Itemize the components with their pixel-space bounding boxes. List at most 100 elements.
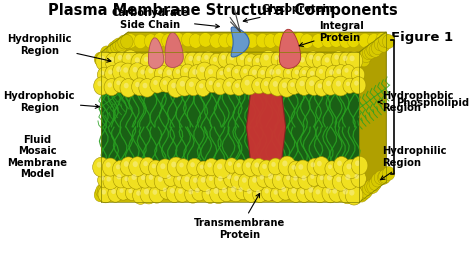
Circle shape [98, 186, 113, 203]
Circle shape [339, 51, 356, 70]
Circle shape [286, 175, 291, 180]
Circle shape [226, 81, 231, 87]
Circle shape [185, 77, 201, 96]
Circle shape [98, 184, 110, 198]
Circle shape [173, 66, 187, 81]
Polygon shape [165, 33, 183, 68]
Circle shape [207, 162, 212, 168]
Circle shape [255, 81, 259, 86]
Circle shape [252, 177, 257, 183]
Circle shape [160, 77, 173, 92]
Circle shape [218, 176, 223, 181]
Circle shape [145, 171, 160, 188]
Circle shape [224, 170, 238, 187]
Circle shape [260, 70, 264, 75]
Circle shape [133, 161, 138, 167]
Circle shape [325, 57, 329, 63]
Circle shape [144, 57, 148, 62]
Text: Hydrophilic
Region: Hydrophilic Region [7, 34, 111, 62]
Circle shape [243, 185, 259, 202]
Circle shape [332, 76, 349, 96]
Circle shape [100, 71, 104, 75]
Circle shape [166, 53, 182, 71]
Circle shape [354, 80, 359, 86]
Circle shape [307, 171, 321, 186]
Circle shape [185, 52, 201, 70]
Circle shape [171, 162, 176, 168]
Circle shape [316, 65, 330, 81]
Circle shape [175, 51, 191, 68]
Text: Hydrophobic
Region: Hydrophobic Region [3, 91, 99, 113]
Circle shape [195, 188, 200, 193]
Circle shape [217, 163, 222, 169]
Circle shape [124, 34, 137, 48]
Circle shape [260, 50, 277, 70]
Circle shape [287, 79, 301, 94]
Circle shape [276, 69, 281, 75]
Circle shape [259, 160, 274, 177]
Circle shape [301, 175, 306, 181]
Circle shape [341, 65, 355, 80]
Circle shape [371, 173, 384, 187]
Circle shape [265, 65, 283, 84]
Circle shape [282, 161, 288, 167]
Circle shape [327, 175, 332, 180]
Circle shape [98, 51, 110, 65]
Circle shape [177, 176, 181, 181]
Circle shape [256, 33, 269, 48]
Circle shape [273, 33, 286, 47]
Circle shape [131, 53, 148, 72]
Circle shape [170, 58, 175, 63]
Text: Figure 1: Figure 1 [391, 31, 453, 43]
Circle shape [264, 189, 269, 194]
Circle shape [94, 52, 107, 66]
Circle shape [243, 69, 247, 74]
Circle shape [257, 66, 272, 83]
Circle shape [345, 185, 363, 205]
Circle shape [238, 173, 255, 191]
Circle shape [100, 180, 113, 194]
Circle shape [273, 190, 278, 195]
Circle shape [256, 190, 260, 195]
Circle shape [155, 65, 170, 82]
Circle shape [179, 162, 184, 168]
Circle shape [187, 158, 202, 176]
Circle shape [137, 66, 152, 83]
Circle shape [226, 51, 241, 68]
Circle shape [248, 173, 265, 192]
Circle shape [274, 55, 279, 60]
Circle shape [261, 185, 276, 201]
Circle shape [163, 187, 167, 192]
Circle shape [204, 159, 219, 176]
Circle shape [216, 82, 220, 87]
Circle shape [332, 172, 349, 191]
Circle shape [292, 188, 296, 194]
Circle shape [232, 79, 246, 96]
Circle shape [291, 55, 295, 60]
Circle shape [262, 164, 267, 169]
Circle shape [376, 32, 389, 47]
Circle shape [96, 184, 108, 198]
Circle shape [123, 67, 128, 73]
Circle shape [192, 69, 198, 75]
Circle shape [222, 187, 227, 193]
Circle shape [317, 161, 322, 166]
Circle shape [213, 159, 230, 179]
Circle shape [153, 80, 158, 85]
Circle shape [129, 157, 146, 176]
Circle shape [196, 80, 210, 96]
Circle shape [133, 67, 137, 72]
Circle shape [188, 56, 193, 61]
Circle shape [290, 172, 305, 188]
Circle shape [383, 167, 395, 180]
Circle shape [137, 171, 153, 188]
Circle shape [268, 158, 283, 175]
Circle shape [208, 69, 213, 75]
Circle shape [140, 184, 157, 204]
Circle shape [313, 157, 329, 175]
Circle shape [160, 163, 165, 169]
Circle shape [122, 50, 139, 69]
Circle shape [97, 162, 102, 168]
Circle shape [166, 184, 183, 203]
Circle shape [234, 69, 238, 74]
